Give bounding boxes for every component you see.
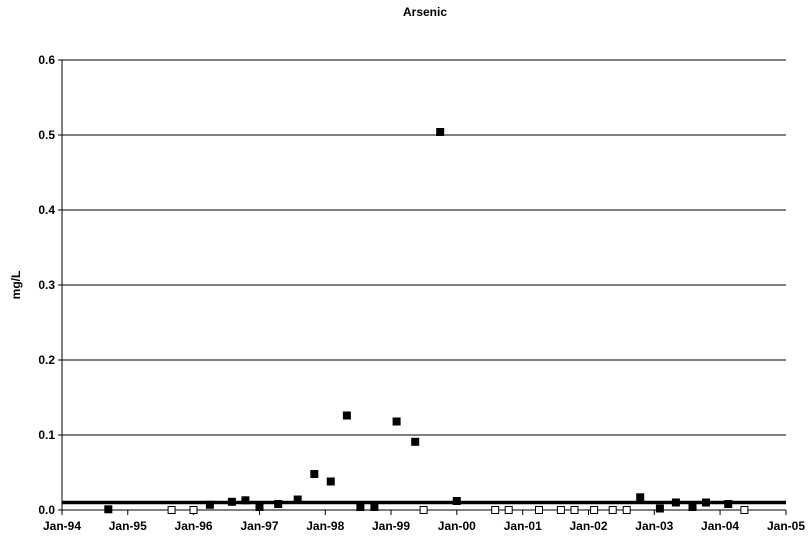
gridlines <box>62 59 786 436</box>
x-tick-label: Jan-00 <box>438 519 476 533</box>
data-point-nondetect <box>740 506 749 514</box>
data-point-detect <box>411 437 420 446</box>
chart-title: Arsenic <box>403 5 447 19</box>
y-tick-label: 0.5 <box>38 128 55 142</box>
data-point-detect <box>356 503 365 511</box>
y-tick-label: 0.4 <box>38 203 55 217</box>
x-tick-label: Jan-04 <box>701 519 739 533</box>
data-point-nondetect <box>504 506 513 514</box>
data-point-detect <box>326 477 335 486</box>
data-point-detect <box>724 500 733 508</box>
data-point-detect <box>241 496 250 505</box>
data-point-nondetect <box>419 506 428 514</box>
y-tick-label: 0.2 <box>38 353 55 367</box>
data-point-nondetect <box>189 506 198 514</box>
x-tick-label: Jan-01 <box>504 519 542 533</box>
y-tick-label: 0.3 <box>38 278 55 292</box>
x-tick-label: Jan-94 <box>43 519 81 533</box>
data-point-detect <box>655 504 664 513</box>
y-tick-label: 0.1 <box>38 428 55 442</box>
data-point-detect <box>702 498 710 507</box>
data-point-detect <box>436 128 445 136</box>
x-tick-label: Jan-95 <box>109 519 147 533</box>
data-point-nondetect <box>608 506 617 514</box>
data-point-detect <box>636 493 645 502</box>
data-point-detect <box>227 497 236 506</box>
data-point-detect <box>452 497 461 505</box>
data-point-detect <box>255 503 264 511</box>
data-points <box>104 128 749 514</box>
data-point-detect <box>310 470 319 478</box>
data-point-nondetect <box>622 506 631 514</box>
data-point-nondetect <box>570 506 579 514</box>
x-tick-label: Jan-05 <box>767 519 805 533</box>
x-tick-label: Jan-98 <box>306 519 344 533</box>
data-point-detect <box>392 417 401 426</box>
y-axis-label: mg/L <box>9 271 23 300</box>
y-tick-label: 0.6 <box>38 53 55 67</box>
data-point-detect <box>370 503 379 511</box>
data-point-detect <box>205 500 214 509</box>
data-point-detect <box>671 498 680 507</box>
x-tick-label: Jan-03 <box>635 519 673 533</box>
x-tick-label: Jan-97 <box>240 519 278 533</box>
data-point-nondetect <box>167 506 176 514</box>
x-tick-label: Jan-96 <box>175 519 213 533</box>
data-point-nondetect <box>491 506 500 514</box>
data-point-detect <box>293 495 302 504</box>
data-point-nondetect <box>590 506 599 514</box>
x-tick-label: Jan-99 <box>372 519 410 533</box>
data-point-detect <box>688 503 697 511</box>
y-axis-ticks: 0.0 0.1 0.2 0.3 0.4 0.5 0.6 <box>38 53 62 517</box>
data-point-detect <box>274 500 283 508</box>
x-axis-ticks: Jan-94 Jan-95 Jan-96 Jan-97 Jan-98 Jan-99 Jan-… <box>43 510 805 533</box>
y-tick-label: 0.0 <box>38 503 55 517</box>
x-tick-label: Jan-02 <box>569 519 607 533</box>
data-point-nondetect <box>535 506 543 514</box>
data-point-detect <box>104 505 113 514</box>
data-point-detect <box>342 411 351 420</box>
data-point-nondetect <box>556 506 565 514</box>
